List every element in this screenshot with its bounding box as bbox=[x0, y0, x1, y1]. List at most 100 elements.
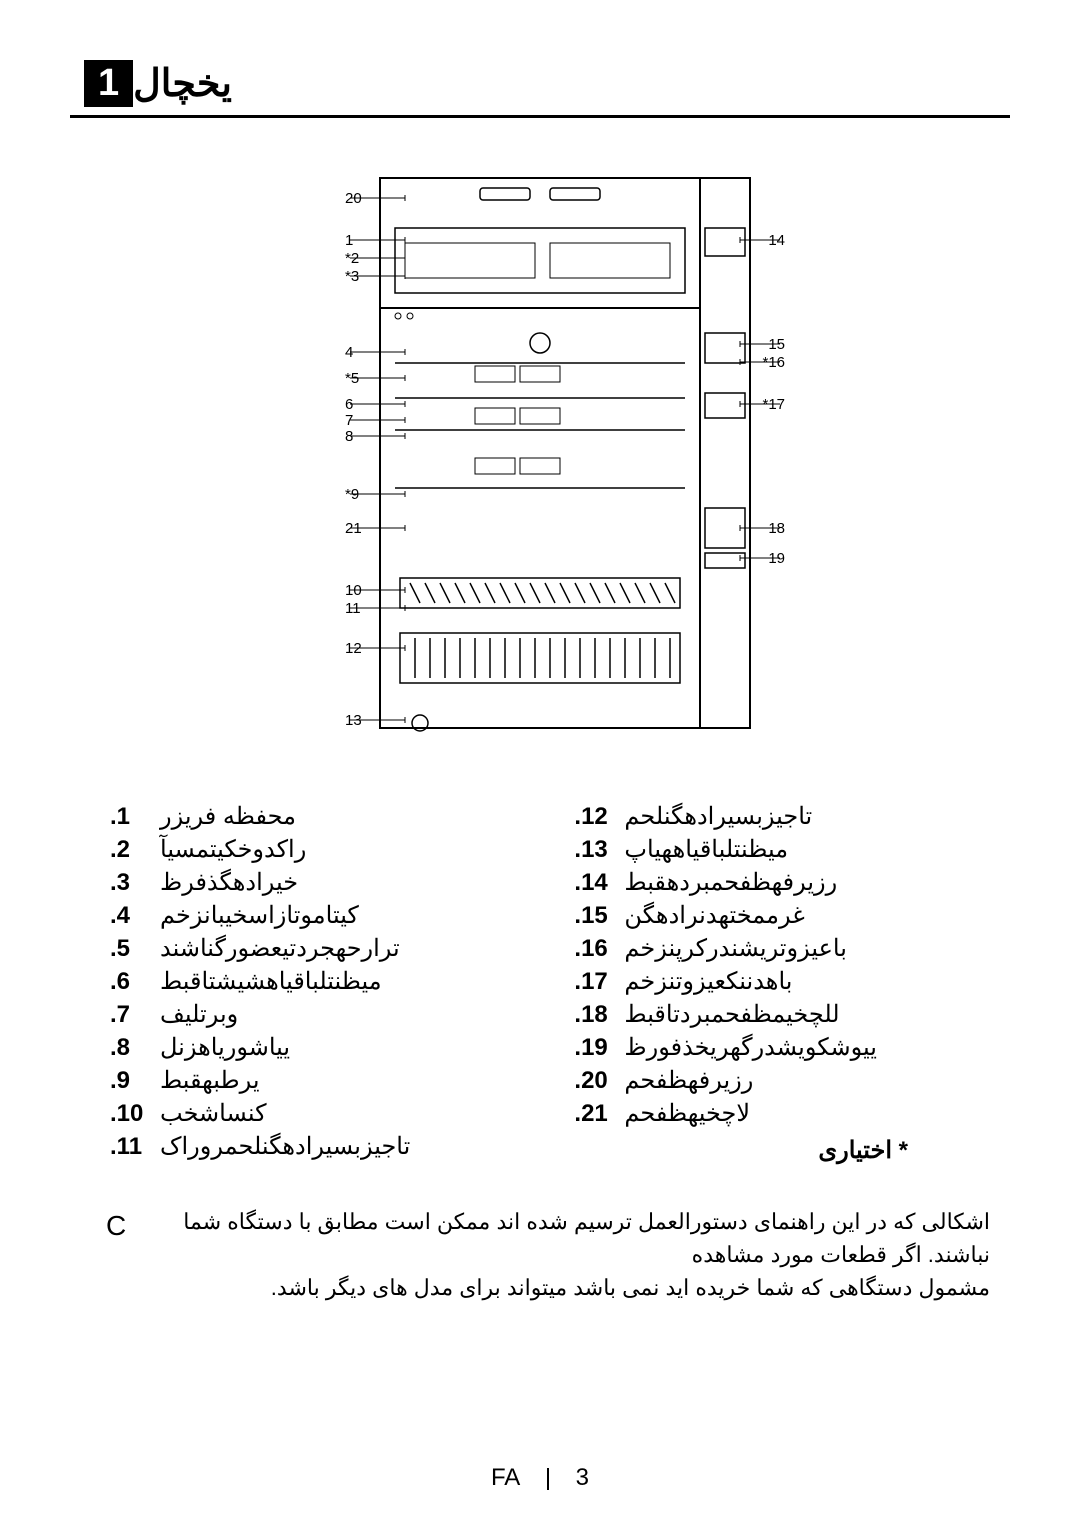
section-title: یخچال bbox=[133, 61, 232, 106]
list-item-number: 7. bbox=[110, 1001, 160, 1029]
list-item-text: للچخیمظفحمبردتاقبط bbox=[624, 1000, 839, 1029]
list-item: 2.راکدوخکیتمسیآ bbox=[110, 835, 506, 864]
list-item: 18.للچخیمظفحمبردتاقبط bbox=[574, 1000, 970, 1029]
parts-list-right: 1.محفظه فریزر2.راکدوخکیتمسیآ3.خیرادهگذفر… bbox=[110, 798, 506, 1165]
list-item-text: باهدننکعیزوتنزخم bbox=[624, 967, 792, 996]
svg-text:17*: 17* bbox=[762, 396, 785, 413]
list-item-number: 20. bbox=[574, 1067, 624, 1095]
list-item: 6.میظنتلباقیاهشیشتاقبط bbox=[110, 967, 506, 996]
svg-text:14: 14 bbox=[768, 232, 785, 249]
list-item-text: ترارحهجردتیعضورگناشند bbox=[160, 934, 400, 963]
svg-text:2*: 2* bbox=[345, 250, 359, 267]
list-item-number: 1. bbox=[110, 803, 160, 831]
svg-text:20: 20 bbox=[345, 190, 362, 207]
svg-text:21: 21 bbox=[345, 520, 362, 537]
diagram-svg: 20 12*3* 4 5* 678 9* 21 1011 12 13 14 1516* 17* 18 19 bbox=[220, 148, 860, 768]
svg-text:6: 6 bbox=[345, 396, 353, 413]
list-item: 20.رزیرفهظفحم bbox=[574, 1066, 970, 1095]
list-item-number: 18. bbox=[574, 1001, 624, 1029]
list-item-number: 10. bbox=[110, 1100, 160, 1128]
list-item-number: 11. bbox=[110, 1133, 160, 1161]
list-item-text: کنساشخب bbox=[160, 1099, 267, 1128]
list-item-number: 3. bbox=[110, 869, 160, 897]
svg-text:11: 11 bbox=[345, 600, 361, 617]
svg-text:5*: 5* bbox=[345, 370, 359, 387]
list-item: 1.محفظه فریزر bbox=[110, 802, 506, 831]
list-item-number: 16. bbox=[574, 935, 624, 963]
list-item: 10.کنساشخب bbox=[110, 1099, 506, 1128]
svg-text:12: 12 bbox=[345, 640, 362, 657]
list-item-text: راکدوخکیتمسیآ bbox=[160, 835, 306, 864]
refrigerator-diagram: 20 12*3* 4 5* 678 9* 21 1011 12 13 14 1516* 17* 18 19 bbox=[220, 148, 860, 768]
list-item: 17.باهدننکعیزوتنزخم bbox=[574, 967, 970, 996]
footnote-mark: C bbox=[106, 1205, 126, 1247]
list-item-number: 13. bbox=[574, 836, 624, 864]
list-item-number: 12. bbox=[574, 803, 624, 831]
svg-text:8: 8 bbox=[345, 428, 353, 445]
list-item: 13.میظنتلباقیاههیاپ bbox=[574, 835, 970, 864]
list-item-text: رزیرفهظفحمبردهقبط bbox=[624, 868, 837, 897]
parts-list-left: 12.تاجیزبسیرادهگنلحم13.میظنتلباقیاههیاپ1… bbox=[574, 798, 970, 1165]
list-item: 21.لاچخیهظفحم bbox=[574, 1099, 970, 1128]
svg-text:18: 18 bbox=[768, 520, 785, 537]
list-item-number: 5. bbox=[110, 935, 160, 963]
svg-text:19: 19 bbox=[768, 550, 785, 567]
list-item-text: میظنتلباقیاههیاپ bbox=[624, 835, 788, 864]
svg-text:9*: 9* bbox=[345, 486, 359, 503]
list-item-text: ییوشکویشدرگهریخذفورظ bbox=[624, 1033, 877, 1062]
section-header: یخچال 1 bbox=[70, 60, 1010, 118]
list-item: 11.تاجیزبسیرادهگنلحمروراک bbox=[110, 1132, 506, 1161]
list-item-text: خیرادهگذفرظ bbox=[160, 868, 298, 897]
footnote-text: اشکالی که در این راهنمای دستورالعمل ترسی… bbox=[126, 1205, 990, 1304]
list-item: 15.غرممختهدنرادهگن bbox=[574, 901, 970, 930]
list-item-number: 15. bbox=[574, 902, 624, 930]
list-item: 9.یرطبهقبط bbox=[110, 1066, 506, 1095]
list-item-text: ییاشوریاهزنل bbox=[160, 1033, 290, 1062]
list-item-text: باعیزوتریشندرکرپنزخم bbox=[624, 934, 846, 963]
list-item-text: کیتاموتازاسخیبانزخم bbox=[160, 901, 359, 930]
list-item-number: 2. bbox=[110, 836, 160, 864]
list-item-text: وبرتلیف bbox=[160, 1000, 238, 1029]
list-item-text: رزیرفهظفحم bbox=[624, 1066, 753, 1095]
list-item-number: 14. bbox=[574, 869, 624, 897]
list-item: 16.باعیزوتریشندرکرپنزخم bbox=[574, 934, 970, 963]
list-item: 8.ییاشوریاهزنل bbox=[110, 1033, 506, 1062]
page-number: 3 bbox=[576, 1464, 589, 1491]
list-item: 3.خیرادهگذفرظ bbox=[110, 868, 506, 897]
page-lang: FA bbox=[491, 1464, 520, 1491]
footnote: C اشکالی که در این راهنمای دستورالعمل تر… bbox=[70, 1205, 1010, 1304]
list-item: 19.ییوشکویشدرگهریخذفورظ bbox=[574, 1033, 970, 1062]
section-number: 1 bbox=[84, 60, 133, 107]
list-item-number: 9. bbox=[110, 1067, 160, 1095]
svg-text:3*: 3* bbox=[345, 268, 359, 285]
parts-list: 1.محفظه فریزر2.راکدوخکیتمسیآ3.خیرادهگذفر… bbox=[70, 798, 1010, 1165]
list-item-number: 6. bbox=[110, 968, 160, 996]
list-item: 7.وبرتلیف bbox=[110, 1000, 506, 1029]
footer-divider bbox=[547, 1468, 549, 1490]
list-item-text: تاجیزبسیرادهگنلحم bbox=[624, 802, 812, 831]
svg-text:1: 1 bbox=[345, 232, 353, 249]
list-item-text: لاچخیهظفحم bbox=[624, 1099, 750, 1128]
svg-text:13: 13 bbox=[345, 712, 362, 729]
svg-text:10: 10 bbox=[345, 582, 362, 599]
list-item-number: 17. bbox=[574, 968, 624, 996]
list-item-text: تاجیزبسیرادهگنلحمروراک bbox=[160, 1132, 410, 1161]
list-item-number: 4. bbox=[110, 902, 160, 930]
list-item-text: یرطبهقبط bbox=[160, 1066, 260, 1095]
svg-text:7: 7 bbox=[345, 412, 353, 429]
list-item: 12.تاجیزبسیرادهگنلحم bbox=[574, 802, 970, 831]
list-item-text: میظنتلباقیاهشیشتاقبط bbox=[160, 967, 382, 996]
page-footer: 3 FA bbox=[0, 1464, 1080, 1492]
svg-text:16*: 16* bbox=[762, 354, 785, 371]
list-item-number: 19. bbox=[574, 1034, 624, 1062]
list-item: 14.رزیرفهظفحمبردهقبط bbox=[574, 868, 970, 897]
list-item-number: 8. bbox=[110, 1034, 160, 1062]
svg-text:15: 15 bbox=[768, 336, 785, 353]
svg-text:4: 4 bbox=[345, 344, 353, 361]
list-item-text: غرممختهدنرادهگن bbox=[624, 901, 804, 930]
optional-label: * اختیاری bbox=[574, 1136, 970, 1165]
list-item-text: محفظه فریزر bbox=[160, 802, 296, 831]
list-item-number: 21. bbox=[574, 1100, 624, 1128]
list-item: 4.کیتاموتازاسخیبانزخم bbox=[110, 901, 506, 930]
list-item: 5.ترارحهجردتیعضورگناشند bbox=[110, 934, 506, 963]
